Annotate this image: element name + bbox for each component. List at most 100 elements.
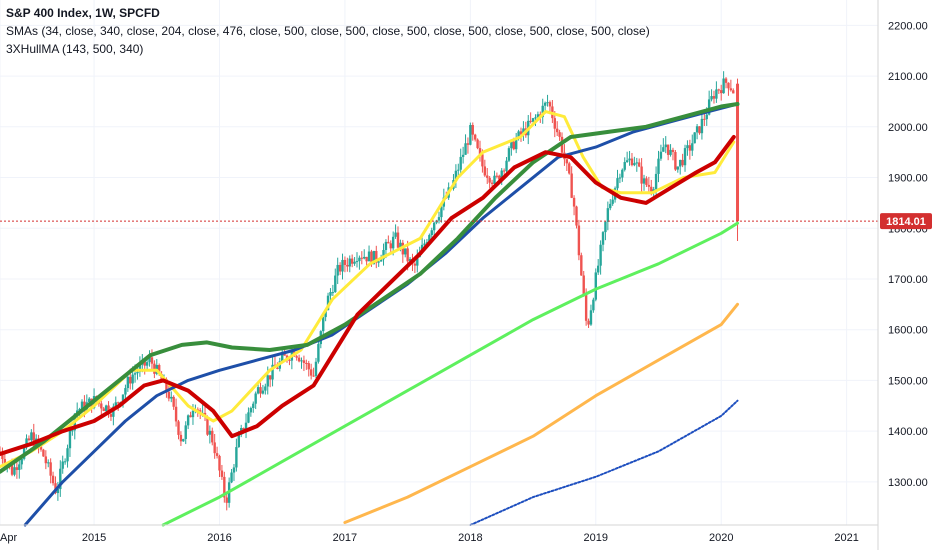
candle-body [481, 154, 484, 167]
ma-line [0, 102, 740, 474]
moving-average-lines [0, 102, 740, 527]
candle-body [625, 160, 629, 163]
candle-body [363, 256, 366, 259]
price-tick-label: 2200.00 [888, 20, 928, 32]
candle-body [669, 149, 672, 155]
candle-body [334, 275, 337, 293]
candle-body [394, 232, 397, 237]
candle-body [505, 160, 508, 171]
candle-body [729, 88, 733, 91]
sma-indicator-label[interactable]: SMAs (34, close, 340, close, 204, close,… [6, 24, 650, 38]
candle-body [404, 248, 407, 255]
candle-body [717, 89, 721, 91]
candle-body [223, 476, 226, 498]
chart-grid [0, 0, 878, 525]
time-axis[interactable]: Apr 2015 2016 2017 2018 2019 2020 2021 [0, 532, 859, 544]
candle-body [464, 143, 467, 155]
price-tick-label: 2000.00 [888, 122, 928, 134]
time-tick-label: 2018 [458, 532, 482, 544]
candle-body [459, 156, 462, 170]
candle-body [440, 206, 443, 218]
candle-body [664, 144, 667, 148]
candle-body [232, 467, 236, 473]
candle-body [271, 364, 274, 380]
candle-body [295, 356, 298, 358]
candle-body [654, 173, 658, 190]
candle-body [346, 264, 349, 267]
candle-body [671, 149, 675, 153]
candle-body [674, 152, 677, 170]
candle-body [133, 373, 137, 375]
time-tick-label: 2015 [82, 532, 106, 544]
price-tick-label: 1600.00 [888, 325, 928, 337]
candle-body [276, 367, 279, 369]
candle-body [230, 472, 233, 483]
price-tick-label: 1400.00 [888, 426, 928, 438]
candle-body [514, 138, 518, 150]
candle-body [691, 143, 694, 151]
candle-body [457, 169, 460, 171]
candle-body [546, 102, 549, 104]
candle-body [483, 166, 487, 176]
candle-body [235, 447, 238, 468]
candle-body [437, 217, 441, 221]
candle-body [681, 159, 684, 166]
candle-body [259, 387, 262, 394]
symbol-title[interactable]: S&P 400 Index, 1W, SPCFD [6, 6, 160, 20]
candle-body [577, 225, 581, 256]
candle-body [49, 462, 52, 476]
time-tick-label: 2019 [584, 532, 608, 544]
candle-body [406, 248, 409, 262]
candle-body [167, 391, 171, 399]
candle-body [343, 259, 347, 265]
candle-body [358, 257, 361, 262]
candle-body [423, 243, 426, 245]
candle-body [177, 421, 180, 435]
candle-body [370, 251, 373, 265]
candle-body [88, 398, 91, 403]
ma-line [469, 399, 739, 526]
candle-body [488, 177, 491, 183]
candle-body [39, 446, 43, 450]
candle-body [399, 242, 402, 248]
candle-body [365, 256, 368, 262]
candle-body [100, 403, 103, 409]
candle-body [396, 232, 400, 248]
ma-line [343, 302, 739, 524]
candle-body [47, 462, 50, 464]
candle-body [116, 402, 120, 404]
candle-body [693, 132, 696, 144]
candle-body [541, 105, 544, 118]
candle-body [454, 170, 458, 181]
candle-body [592, 299, 595, 311]
candle-body [676, 166, 679, 170]
candle-body [575, 206, 578, 226]
candle-body [218, 455, 221, 471]
candle-body [157, 365, 161, 375]
price-candles [0, 71, 740, 511]
candle-body [534, 117, 537, 119]
last-price-label: 1814.01 [880, 213, 932, 230]
price-tick-label: 1300.00 [888, 477, 928, 489]
candle-body [15, 467, 19, 470]
hull-ma-indicator-label[interactable]: 3XHullMA (143, 500, 340) [6, 42, 144, 56]
candle-body [522, 128, 525, 135]
candle-body [256, 387, 260, 394]
candle-body [20, 458, 23, 465]
candle-body [170, 396, 173, 399]
candle-body [18, 464, 21, 470]
candle-body [650, 186, 653, 193]
candle-body [148, 357, 151, 363]
candle-body [587, 320, 590, 325]
time-tick-label: 2021 [834, 532, 858, 544]
candle-body [510, 141, 513, 149]
candle-body [640, 166, 643, 184]
candle-body [490, 182, 494, 184]
candle-body [78, 408, 81, 411]
candle-body [307, 363, 310, 370]
candle-body [350, 258, 354, 264]
price-axis[interactable]: 1300.001400.001500.001600.001700.001800.… [888, 20, 928, 489]
candle-body [486, 175, 489, 178]
candle-body [543, 102, 547, 106]
